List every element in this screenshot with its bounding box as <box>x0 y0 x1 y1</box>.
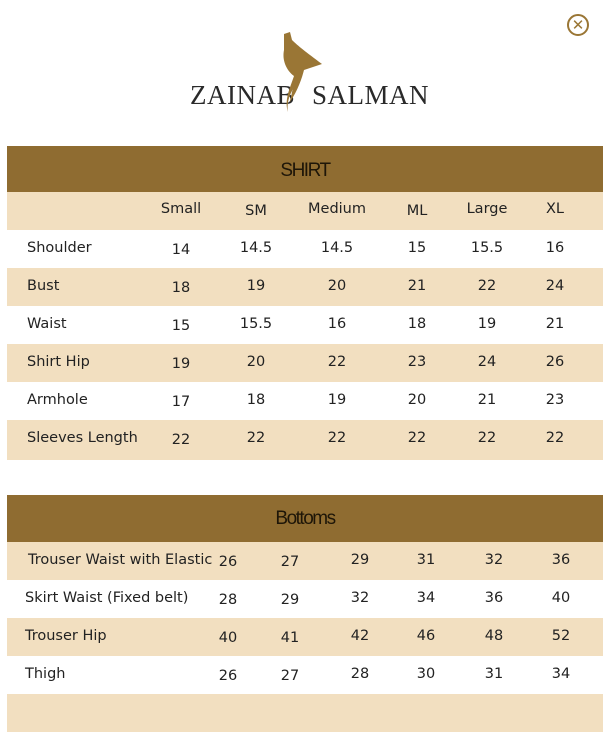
table-cell: 27 <box>280 668 300 684</box>
row-label: Bust <box>27 278 60 294</box>
table-cell: 36 <box>551 552 571 568</box>
row-label: Thigh <box>25 666 66 682</box>
table-cell: 22 <box>407 430 427 446</box>
bottoms-title: Bottoms <box>275 508 336 529</box>
table-cell: 23 <box>407 354 427 370</box>
table-cell: 48 <box>484 628 504 644</box>
table-cell: 28 <box>350 666 370 682</box>
table-cell: 27 <box>280 554 300 570</box>
table-row: Trouser Hip 40 41 42 46 48 52 <box>7 618 603 656</box>
table-cell: 22 <box>246 430 266 446</box>
table-cell: 22 <box>477 430 497 446</box>
table-cell: 26 <box>545 354 565 370</box>
table-cell: 20 <box>327 278 347 294</box>
table-cell: 14 <box>171 242 191 258</box>
table-row: Thigh 26 27 28 30 31 34 <box>7 656 603 694</box>
row-label: Waist <box>27 316 67 332</box>
row-label: Trouser Hip <box>25 628 107 644</box>
table-cell: 19 <box>477 316 497 332</box>
table-cell: 31 <box>416 552 436 568</box>
table-cell: 22 <box>327 430 347 446</box>
table-cell: 24 <box>477 354 497 370</box>
brand-name-left: ZAINAB <box>190 80 295 110</box>
table-cell: 41 <box>280 630 300 646</box>
table-cell: 19 <box>327 392 347 408</box>
table-cell: 14.5 <box>320 240 354 256</box>
table-cell: 40 <box>218 630 238 646</box>
table-cell: 24 <box>545 278 565 294</box>
table-row: Skirt Waist (Fixed belt) 28 29 32 34 36 40 <box>7 580 603 618</box>
table-cell: 34 <box>551 666 571 682</box>
table-cell: 26 <box>218 668 238 684</box>
table-cell: 18 <box>407 316 427 332</box>
table-cell: 21 <box>545 316 565 332</box>
table-cell: 20 <box>246 354 266 370</box>
table-row: Sleeves Length 22 22 22 22 22 22 <box>7 420 603 460</box>
table-cell: 15 <box>407 240 427 256</box>
table-cell: 23 <box>545 392 565 408</box>
column-header: Medium <box>308 201 366 217</box>
table-cell: 29 <box>280 592 300 608</box>
table-cell: 32 <box>350 590 370 606</box>
bird-logo-icon <box>283 32 322 112</box>
column-header: SM <box>245 203 267 219</box>
brand-logo: ZAINAB SALMAN <box>188 30 429 116</box>
row-label: Trouser Waist with Elastic <box>28 552 213 568</box>
shirt-title: SHIRT <box>280 160 331 181</box>
table-cell: 22 <box>327 354 347 370</box>
column-header: XL <box>545 201 565 217</box>
column-header: Small <box>160 201 202 217</box>
table-cell: 18 <box>171 280 191 296</box>
column-header: ML <box>406 203 428 219</box>
row-label: Shirt Hip <box>27 354 90 370</box>
bottoms-section-header: Bottoms <box>7 495 603 542</box>
table-cell: 22 <box>171 432 191 448</box>
table-cell: 15 <box>171 318 191 334</box>
shirt-section-header: SHIRT <box>7 146 603 192</box>
table-cell: 22 <box>545 430 565 446</box>
empty-row <box>7 694 603 732</box>
table-cell: 29 <box>350 552 370 568</box>
row-label: Shoulder <box>27 240 92 256</box>
table-cell: 34 <box>416 590 436 606</box>
table-row: Bust 18 19 20 21 22 24 <box>7 268 603 306</box>
table-cell: 30 <box>416 666 436 682</box>
table-cell: 19 <box>246 278 266 294</box>
table-row: Waist 15 15.5 16 18 19 21 <box>7 306 603 344</box>
table-cell: 15.5 <box>470 240 504 256</box>
column-header: Large <box>466 201 508 217</box>
shirt-column-header-row: Small SM Medium ML Large XL <box>7 192 603 230</box>
table-cell: 46 <box>416 628 436 644</box>
table-row: Shoulder 14 14.5 14.5 15 15.5 16 <box>7 230 603 268</box>
table-row: Armhole 17 18 19 20 21 23 <box>7 382 603 420</box>
table-cell: 21 <box>407 278 427 294</box>
table-row: Shirt Hip 19 20 22 23 24 26 <box>7 344 603 382</box>
table-cell: 32 <box>484 552 504 568</box>
table-row: Trouser Waist with Elastic 26 27 29 31 32 36 <box>7 542 603 580</box>
brand-name-right: SALMAN <box>312 80 430 110</box>
row-label: Armhole <box>27 392 88 408</box>
close-button[interactable]: ✕ <box>567 14 589 36</box>
table-cell: 31 <box>484 666 504 682</box>
table-cell: 14.5 <box>239 240 273 256</box>
close-circle-icon: ✕ <box>571 16 585 34</box>
table-cell: 16 <box>545 240 565 256</box>
table-cell: 17 <box>171 394 191 410</box>
table-cell: 40 <box>551 590 571 606</box>
table-cell: 28 <box>218 592 238 608</box>
table-cell: 20 <box>407 392 427 408</box>
row-label: Sleeves Length <box>27 430 138 446</box>
table-cell: 42 <box>350 628 370 644</box>
table-cell: 26 <box>218 554 238 570</box>
table-cell: 36 <box>484 590 504 606</box>
table-cell: 19 <box>171 356 191 372</box>
table-cell: 18 <box>246 392 266 408</box>
row-label: Skirt Waist (Fixed belt) <box>25 590 189 606</box>
table-cell: 52 <box>551 628 571 644</box>
table-cell: 15.5 <box>239 316 273 332</box>
table-cell: 22 <box>477 278 497 294</box>
table-cell: 21 <box>477 392 497 408</box>
table-cell: 16 <box>327 316 347 332</box>
